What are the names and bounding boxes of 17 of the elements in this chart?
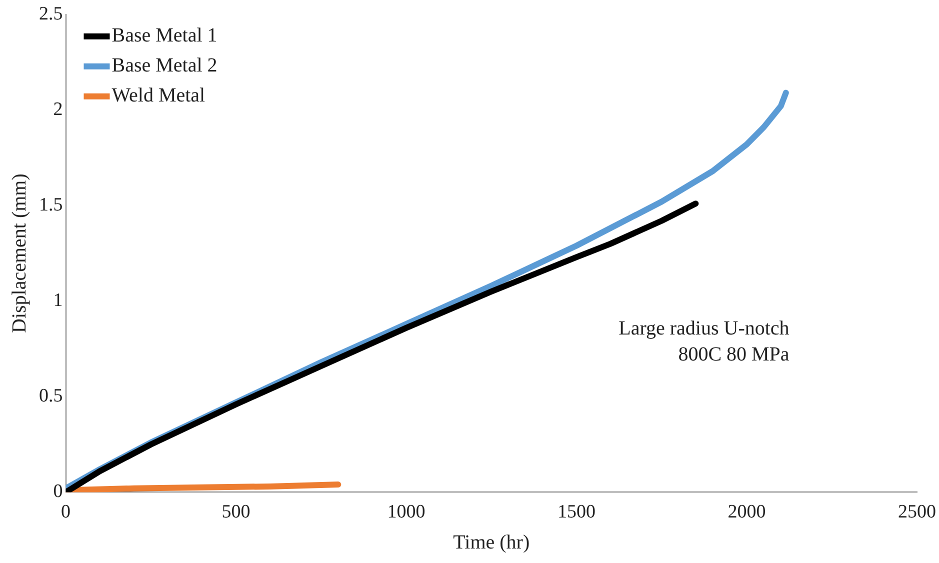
x-tick-label: 500 <box>222 502 250 523</box>
y-tick-label: 1 <box>53 290 63 312</box>
y-tick-label: 0.5 <box>39 386 63 407</box>
y-axis-title: Displacement (mm) <box>8 174 30 334</box>
x-axis-title: Time (hr) <box>453 531 530 554</box>
legend-label: Weld Metal <box>112 84 206 107</box>
x-tick-label: 1000 <box>387 502 426 523</box>
legend-label: Base Metal 1 <box>112 24 218 47</box>
x-tick-label: 1500 <box>558 502 596 523</box>
y-tick-label: 2.5 <box>39 3 63 24</box>
y-tick-label: 1.5 <box>39 194 63 216</box>
x-tick-label: 2500 <box>898 502 936 523</box>
y-tick-label: 0 <box>53 481 63 502</box>
x-tick-label: 2000 <box>728 502 766 523</box>
legend-label: Base Metal 2 <box>112 54 218 77</box>
annotation: Large radius U-notch 800C 80 MPa <box>618 318 790 366</box>
y-tick-label: 2 <box>53 98 63 120</box>
